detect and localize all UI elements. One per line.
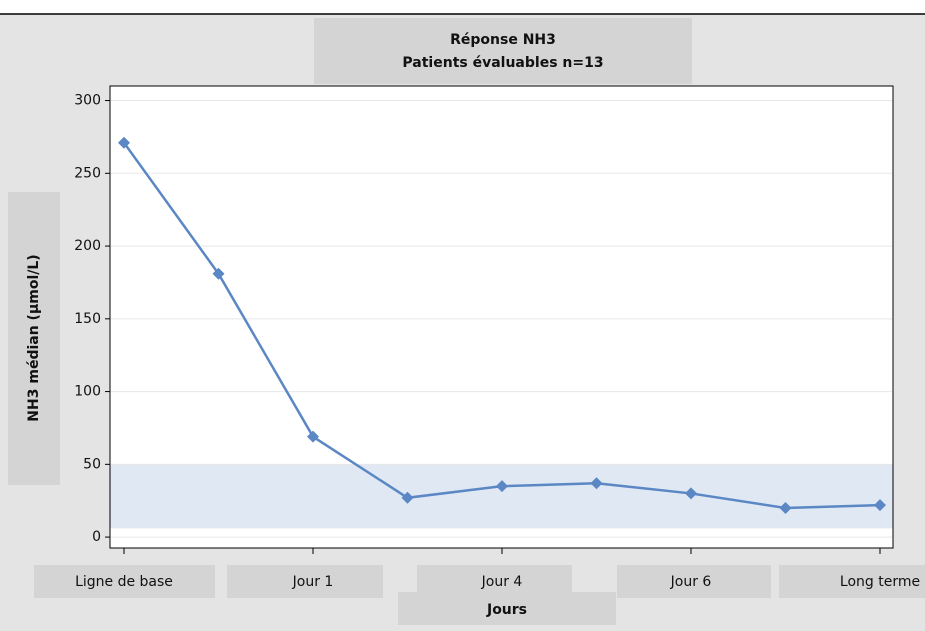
marker	[118, 136, 130, 149]
y-tick-label: 100	[74, 384, 101, 400]
y-axis-label: NH3 médian (µmol/L)	[26, 254, 42, 421]
x-tick-label: Jour 1	[292, 574, 334, 590]
chart-subtitle: Patients évaluables n=13	[402, 55, 603, 71]
title-box	[314, 18, 692, 84]
y-tick-label: 0	[92, 529, 101, 545]
x-label-box	[617, 565, 771, 598]
marker	[779, 501, 792, 514]
marker	[401, 491, 414, 504]
y-tick-label: 150	[74, 311, 101, 327]
y-tick-label: 300	[74, 93, 101, 109]
y-label-box	[8, 192, 60, 485]
x-label-box	[779, 565, 925, 598]
marker	[307, 430, 319, 443]
x-label-box	[227, 565, 383, 598]
x-label-box	[34, 565, 215, 598]
chart-title: Réponse NH3	[450, 32, 556, 48]
y-tick-label: 250	[74, 165, 101, 181]
x-axis-label: Jours	[486, 602, 527, 618]
marker	[874, 499, 886, 512]
reference-band	[110, 464, 893, 529]
x-tick-label: Long terme	[840, 574, 920, 590]
y-tick-label: 50	[83, 456, 101, 472]
y-tick-label: 200	[74, 238, 101, 254]
x-tick-label: Jour 4	[481, 574, 523, 590]
marker	[685, 487, 697, 500]
marker	[590, 477, 603, 490]
x-title-box	[398, 592, 616, 625]
marker	[496, 480, 508, 493]
plot: 0 50 100 150 200 250 300 Ligne de base Jour 1 Jou…	[74, 93, 920, 590]
x-tick-label: Jour 6	[670, 574, 712, 590]
x-tick-label: Ligne de base	[75, 574, 173, 590]
marker	[212, 267, 225, 280]
